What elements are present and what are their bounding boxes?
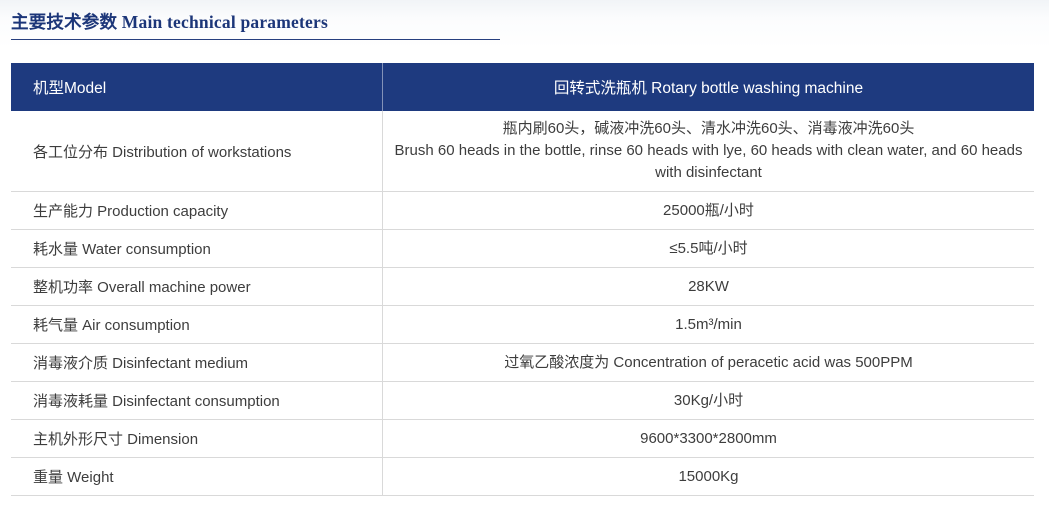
row-label: 消毒液介质 Disinfectant medium bbox=[11, 344, 383, 381]
row-label: 整机功率 Overall machine power bbox=[11, 268, 383, 305]
row-value: 过氧乙酸浓度为 Concentration of peracetic acid … bbox=[504, 353, 913, 371]
table-row-air-consumption: 耗气量 Air consumption 1.5m³/min bbox=[11, 306, 1034, 344]
table-row-workstations: 各工位分布 Distribution of workstations 瓶内刷60… bbox=[11, 111, 1034, 192]
table-row-disinfectant-consumption: 消毒液耗量 Disinfectant consumption 30Kg/小时 bbox=[11, 382, 1034, 420]
header-cell-machine-name: 回转式洗瓶机 Rotary bottle washing machine bbox=[553, 80, 864, 97]
spec-table: 机型Model 回转式洗瓶机 Rotary bottle washing mac… bbox=[11, 63, 1034, 496]
table-row-production-capacity: 生产能力 Production capacity 25000瓶/小时 bbox=[11, 192, 1034, 230]
row-label: 消毒液耗量 Disinfectant consumption bbox=[11, 382, 383, 419]
page-title: 主要技术参数 Main technical parameters bbox=[11, 12, 328, 32]
table-row-disinfectant-medium: 消毒液介质 Disinfectant medium 过氧乙酸浓度为 Concen… bbox=[11, 344, 1034, 382]
row-value-chinese: 瓶内刷60头，碱液冲洗60头、清水冲洗60头、消毒液冲洗60头 bbox=[502, 120, 915, 138]
row-value: ≤5.5吨/小时 bbox=[669, 239, 748, 257]
row-label: 重量 Weight bbox=[11, 458, 383, 495]
table-row-dimension: 主机外形尺寸 Dimension 9600*3300*2800mm bbox=[11, 420, 1034, 458]
row-value: 25000瓶/小时 bbox=[663, 201, 754, 219]
row-value: 9600*3300*2800mm bbox=[640, 429, 777, 447]
row-label: 耗气量 Air consumption bbox=[11, 306, 383, 343]
row-value: 瓶内刷60头，碱液冲洗60头、清水冲洗60头、消毒液冲洗60头 Brush 60… bbox=[383, 111, 1034, 191]
table-row-machine-power: 整机功率 Overall machine power 28KW bbox=[11, 268, 1034, 306]
section-title-block: 主要技术参数 Main technical parameters bbox=[11, 12, 500, 41]
row-value: 1.5m³/min bbox=[675, 315, 742, 333]
row-value-english: Brush 60 heads in the bottle, rinse 60 h… bbox=[394, 142, 1023, 181]
row-label: 生产能力 Production capacity bbox=[11, 192, 383, 229]
header-cell-model: 机型Model bbox=[11, 63, 383, 111]
title-underline bbox=[11, 38, 500, 41]
row-label: 耗水量 Water consumption bbox=[11, 230, 383, 267]
table-header-row: 机型Model 回转式洗瓶机 Rotary bottle washing mac… bbox=[11, 63, 1034, 111]
row-label: 主机外形尺寸 Dimension bbox=[11, 420, 383, 457]
row-value: 15000Kg bbox=[678, 467, 739, 485]
table-row-water-consumption: 耗水量 Water consumption ≤5.5吨/小时 bbox=[11, 230, 1034, 268]
row-value: 30Kg/小时 bbox=[673, 391, 744, 409]
row-label: 各工位分布 Distribution of workstations bbox=[11, 111, 383, 191]
table-row-weight: 重量 Weight 15000Kg bbox=[11, 458, 1034, 496]
row-value: 28KW bbox=[688, 277, 729, 295]
